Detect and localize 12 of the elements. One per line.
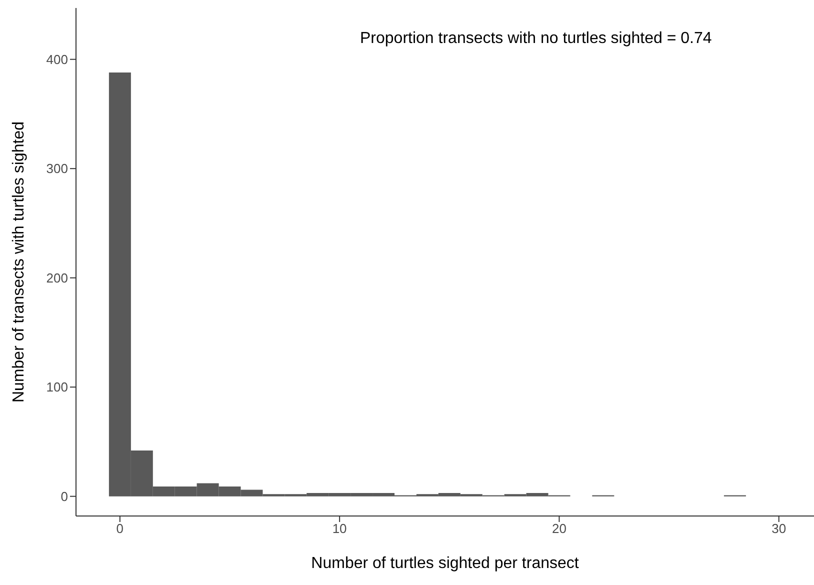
y-tick-label: 100 xyxy=(46,380,68,395)
x-axis-title: Number of turtles sighted per transect xyxy=(311,555,580,572)
x-tick-label: 20 xyxy=(552,521,566,536)
y-tick-label: 400 xyxy=(46,52,68,67)
y-tick-label: 300 xyxy=(46,161,68,176)
y-tick-label: 200 xyxy=(46,270,68,286)
x-tick-label: 10 xyxy=(332,521,347,536)
x-tick-label: 0 xyxy=(116,521,124,536)
x-tick-label: 30 xyxy=(772,521,786,536)
y-axis-title: Number of transects with turtles sighted xyxy=(10,121,28,403)
annotation: Proportion transects with no turtles sighted = 0.74 xyxy=(360,30,712,48)
y-tick-label: 0 xyxy=(60,488,68,504)
